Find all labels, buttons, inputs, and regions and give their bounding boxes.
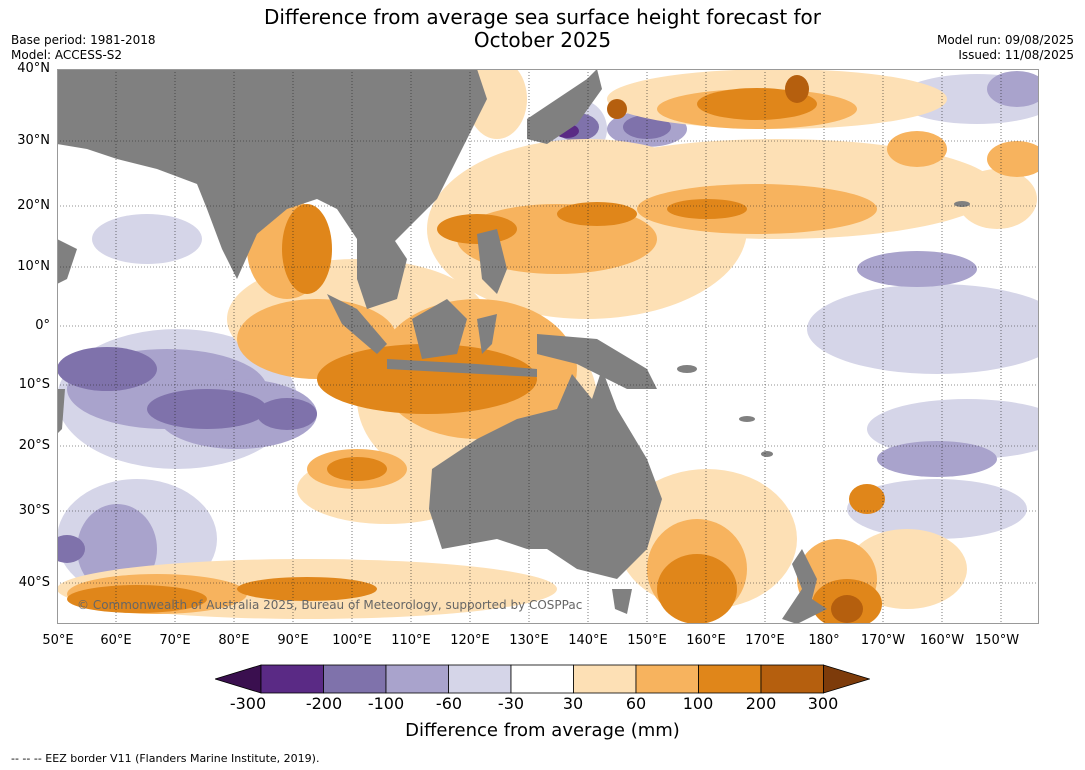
colorbar-tick: -60	[435, 694, 463, 713]
lon-label-150w: 150°W	[974, 633, 1020, 648]
colorbar-bin	[635, 664, 699, 694]
lon-label-130e: 130°E	[509, 633, 549, 648]
model-run: Model run: 09/08/2025	[936, 33, 1074, 47]
land-masses	[57, 69, 970, 624]
lon-label-170w: 170°W	[860, 633, 906, 648]
colorbar-bin	[510, 664, 574, 694]
land-philippines	[477, 229, 507, 294]
lon-label-150e: 150°E	[627, 633, 667, 648]
land-arabia	[57, 239, 77, 284]
lon-label-70e: 70°E	[159, 633, 191, 648]
land-asia	[57, 69, 487, 279]
lon-label-170e: 170°E	[745, 633, 785, 648]
issued-date: Issued: 11/08/2025	[958, 48, 1074, 62]
colorbar-under-triangle	[215, 664, 262, 694]
colorbar-bin	[573, 664, 637, 694]
colorbar-tick: 30	[562, 694, 584, 713]
lat-label-10s: 10°S	[18, 377, 50, 392]
lon-label-50e: 50°E	[42, 633, 74, 648]
colorbar-bin	[760, 664, 824, 694]
lon-label-100e: 100°E	[332, 633, 372, 648]
land-sulawesi	[477, 314, 497, 354]
lon-label-120e: 120°E	[450, 633, 490, 648]
lat-label-40s: 40°S	[18, 575, 50, 590]
lon-label-90e: 90°E	[277, 633, 309, 648]
colorbar-tick: -200	[305, 694, 343, 713]
lon-label-110e: 110°E	[391, 633, 431, 648]
land-tasmania	[612, 589, 632, 614]
lat-label-10n: 10°N	[17, 259, 50, 274]
graticule	[57, 69, 1039, 624]
colorbar-tick: 300	[807, 694, 839, 713]
land-new-zealand	[782, 549, 827, 624]
map-canvas	[57, 69, 1039, 624]
lat-label-40n: 40°N	[17, 61, 50, 76]
colorbar-tick: 200	[745, 694, 777, 713]
colorbar-bin	[260, 664, 324, 694]
land-indochina	[357, 229, 407, 309]
model-name: Model: ACCESS-S2	[11, 48, 123, 62]
lon-label-80e: 80°E	[218, 633, 250, 648]
colorbar-tick: 60	[625, 694, 647, 713]
land-madagascar	[57, 389, 65, 434]
meta-right: Model run: 09/08/2025 Issued: 11/08/2025	[937, 33, 1074, 63]
meta-left: Base period: 1981-2018 Model: ACCESS-S2	[11, 33, 156, 63]
lon-label-140e: 140°E	[568, 633, 608, 648]
land-japan	[527, 69, 602, 144]
title-line-2: October 2025	[473, 28, 612, 52]
land-sumatra	[327, 294, 387, 354]
lat-label-20n: 20°N	[17, 198, 50, 213]
colorbar-bin	[323, 664, 387, 694]
colorbar-tick: -30	[497, 694, 525, 713]
colorbar-bin	[385, 664, 449, 694]
lat-label-30n: 30°N	[17, 133, 50, 148]
lat-label-30s: 30°S	[18, 503, 50, 518]
lon-label-160w: 160°W	[919, 633, 965, 648]
colorbar-bin	[698, 664, 762, 694]
map-title: Difference from average sea surface heig…	[0, 6, 1085, 52]
land-java	[387, 359, 537, 377]
title-line-1: Difference from average sea surface heig…	[263, 5, 822, 29]
land-new-guinea	[537, 334, 657, 389]
land-borneo	[412, 299, 467, 359]
base-period: Base period: 1981-2018	[11, 33, 156, 47]
lat-label-0: 0°	[35, 318, 50, 333]
copyright-notice: © Commonwealth of Australia 2025, Bureau…	[77, 598, 583, 612]
lon-label-180: 180°	[808, 633, 840, 648]
colorbar-tick: 100	[682, 694, 714, 713]
colorbar-over-triangle	[823, 664, 870, 694]
colorbar-title: Difference from average (mm)	[405, 720, 680, 741]
colorbar-bin	[448, 664, 512, 694]
anomaly-brown	[607, 75, 863, 623]
lon-label-160e: 160°E	[686, 633, 726, 648]
colorbar-tick: -300	[229, 694, 267, 713]
map-panel	[57, 69, 1039, 624]
land-australia	[429, 369, 662, 579]
footnote: -- -- -- EEZ border V11 (Flanders Marine…	[11, 752, 320, 765]
colorbar	[215, 664, 870, 694]
lon-label-60e: 60°E	[100, 633, 132, 648]
colorbar-tick: -100	[367, 694, 405, 713]
lat-label-20s: 20°S	[18, 438, 50, 453]
